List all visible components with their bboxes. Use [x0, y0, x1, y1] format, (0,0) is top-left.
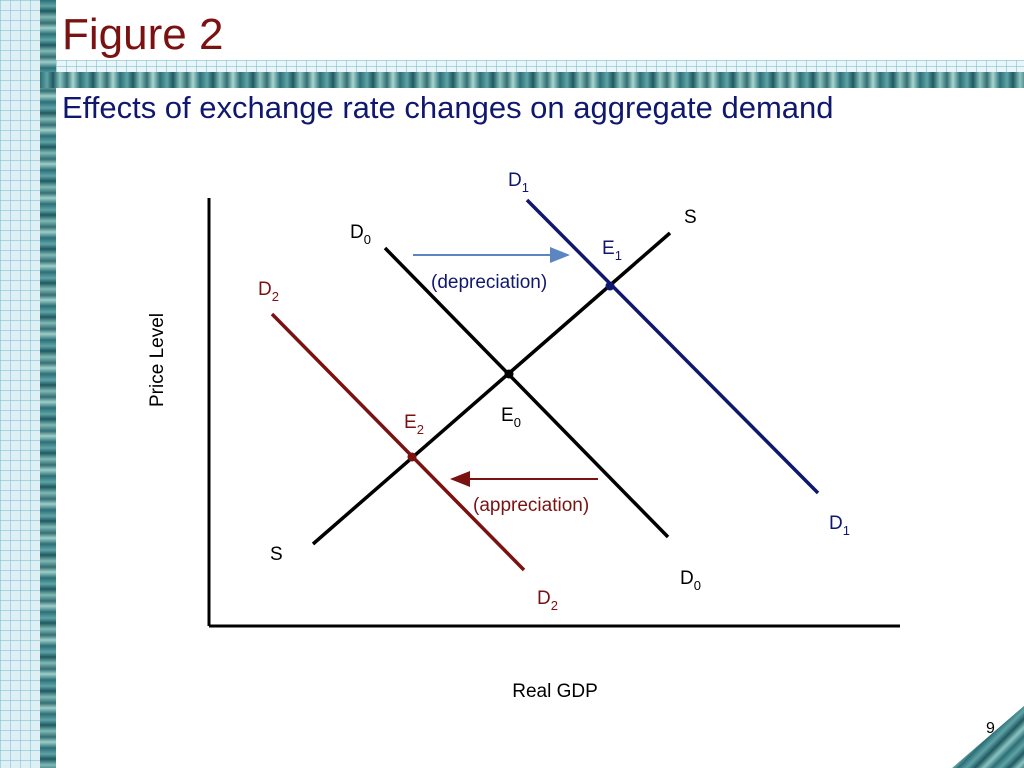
e0-label: E0	[501, 405, 521, 430]
demand-curve-d2	[270, 312, 526, 572]
d1-label-top: D1	[508, 170, 529, 195]
left-decorative-bar	[40, 0, 56, 768]
s-label-top: S	[684, 207, 697, 228]
equilibrium-point-e2	[407, 452, 417, 462]
depreciation-label: (depreciation)	[431, 272, 547, 293]
d0-label-top: D0	[350, 222, 371, 247]
d0-label-bottom: D0	[680, 568, 701, 593]
demand-curve-d1	[525, 198, 820, 495]
top-decorative-band	[40, 72, 1024, 88]
d1-label-bottom: D1	[829, 513, 850, 538]
appreciation-label: (appreciation)	[473, 495, 589, 516]
y-axis-label: Price Level	[147, 313, 168, 407]
x-axis-label: Real GDP	[512, 681, 598, 702]
slide-title: Figure 2	[62, 10, 224, 59]
e2-label: E2	[404, 412, 424, 437]
slide-subtitle: Effects of exchange rate changes on aggr…	[62, 90, 834, 125]
s-label-bottom: S	[270, 544, 283, 565]
equilibrium-point-e0	[504, 369, 514, 379]
equilibrium-point-e1	[605, 281, 615, 291]
demand-curve-d0	[383, 246, 670, 539]
page-number: 9	[986, 720, 995, 737]
e1-label: E1	[602, 238, 622, 263]
d2-label-bottom: D2	[537, 588, 558, 613]
d2-label-top: D2	[258, 279, 279, 304]
top-decorative-grid	[56, 60, 1024, 72]
